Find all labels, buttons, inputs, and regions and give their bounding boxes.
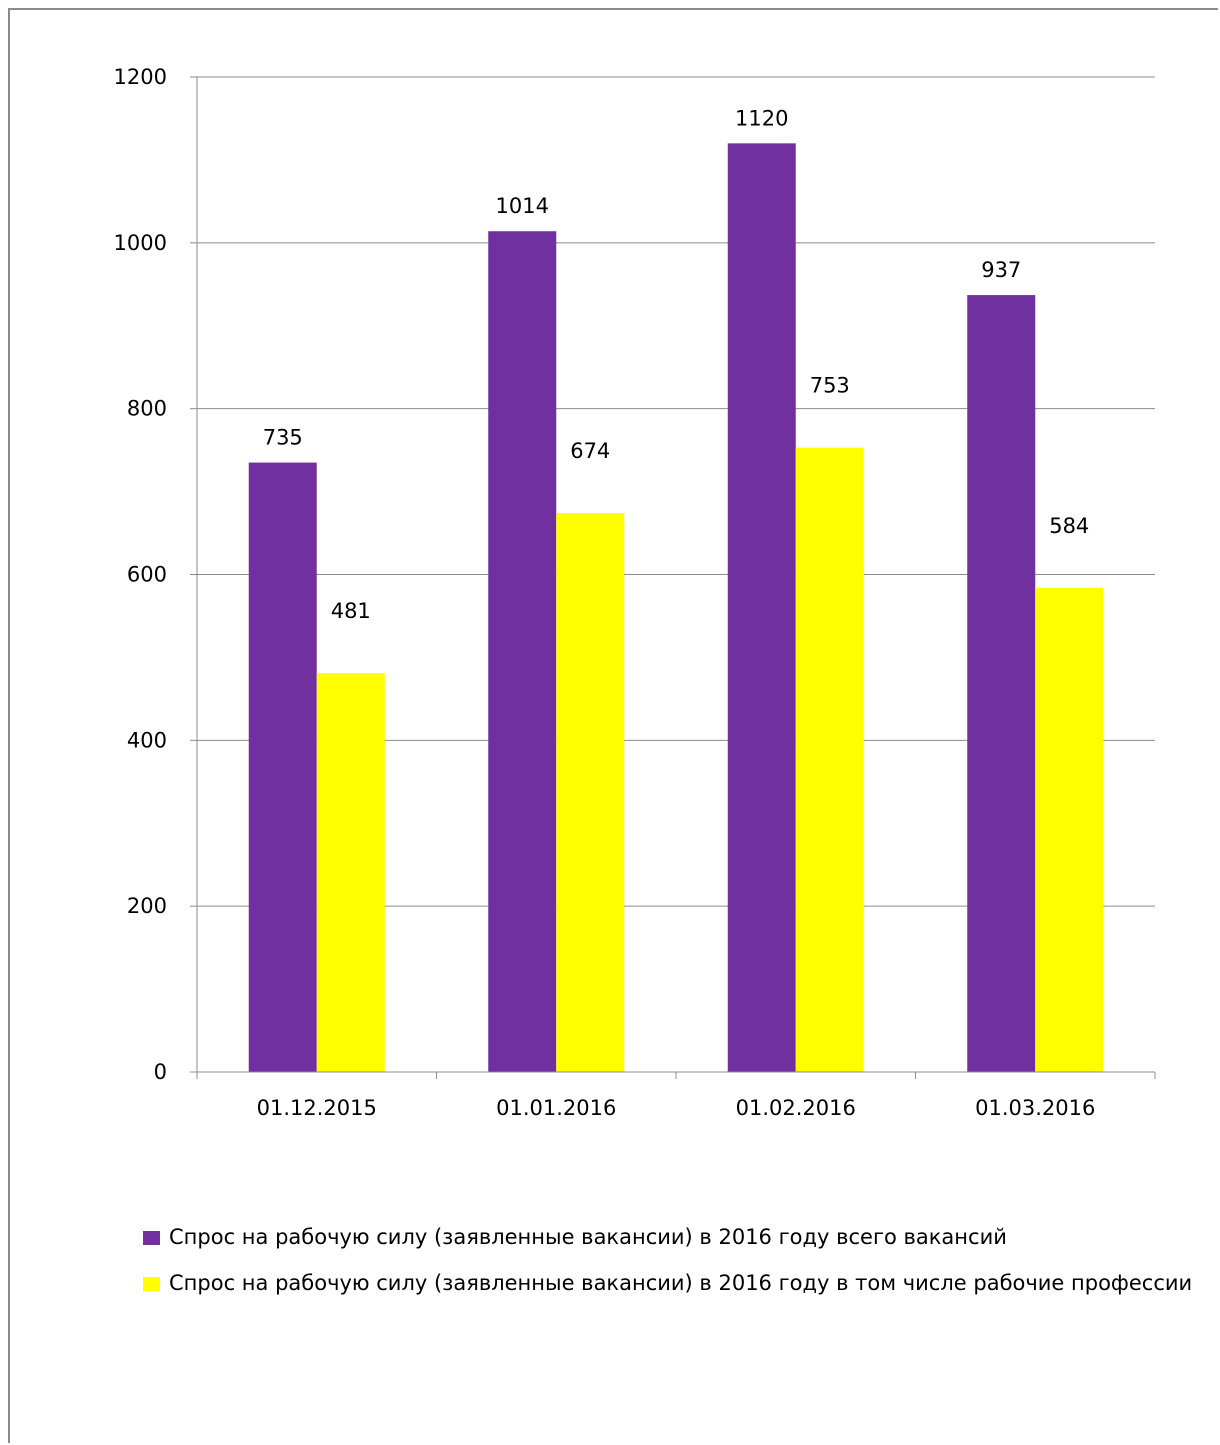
x-tick-label-01.12.2015: 01.12.2015: [257, 1096, 377, 1120]
legend-label-working: Спрос на рабочую силу (заявленные ваканс…: [169, 1271, 1193, 1295]
x-tick-label-01.03.2016: 01.03.2016: [975, 1096, 1095, 1120]
bar-s2-01.03.2016: [1035, 587, 1104, 1072]
bar-s2-01.02.2016: [795, 447, 864, 1072]
bars: [248, 143, 1104, 1073]
labels: 0 200 400 600 800 1000 1200 735 481 01.12.2015 101…: [114, 65, 1096, 1120]
data-label-s2-01.03.2016: 584: [1049, 514, 1089, 538]
data-label-s2-01.01.2016: 674: [570, 439, 610, 463]
data-label-s1-01.12.2015: 735: [263, 426, 303, 450]
x-tick-label-01.01.2016: 01.01.2016: [496, 1096, 616, 1120]
bar-s2-01.01.2016: [556, 513, 625, 1072]
chart-frame: [8, 8, 1218, 1443]
y-tick-label-1200: 1200: [114, 65, 167, 89]
data-label-s1-01.01.2016: 1014: [496, 194, 549, 218]
data-label-s1-01.02.2016: 1120: [735, 106, 788, 130]
bar-s1-01.12.2015: [248, 462, 317, 1072]
y-tick-label-800: 800: [127, 397, 167, 421]
x-tick-label-01.02.2016: 01.02.2016: [736, 1096, 856, 1120]
y-tick-label-200: 200: [127, 894, 167, 918]
bar-s1-01.01.2016: [488, 231, 557, 1073]
legend-item-working-professions: Спрос на рабочую силу (заявленные ваканс…: [143, 1268, 1213, 1298]
y-tick-label-0: 0: [154, 1060, 167, 1084]
bar-s1-01.03.2016: [967, 295, 1036, 1073]
legend-label-total: Спрос на рабочую силу (заявленные ваканс…: [169, 1225, 1007, 1249]
y-tick-label-1000: 1000: [114, 231, 167, 255]
legend-swatch-total: [143, 1231, 160, 1245]
axes: [190, 76, 1156, 1079]
legend-swatch-working: [143, 1277, 160, 1291]
legend-item-total-vacancies: Спрос на рабочую силу (заявленные ваканс…: [143, 1222, 1213, 1252]
y-tick-label-600: 600: [127, 563, 167, 587]
data-label-s1-01.03.2016: 937: [981, 258, 1021, 282]
bar-s1-01.02.2016: [727, 143, 796, 1073]
bar-s2-01.12.2015: [316, 673, 385, 1072]
data-label-s2-01.12.2015: 481: [331, 599, 371, 623]
data-label-s2-01.02.2016: 753: [810, 374, 850, 398]
y-tick-label-400: 400: [127, 728, 167, 752]
legend: Спрос на рабочую силу (заявленные ваканс…: [143, 1222, 1213, 1298]
